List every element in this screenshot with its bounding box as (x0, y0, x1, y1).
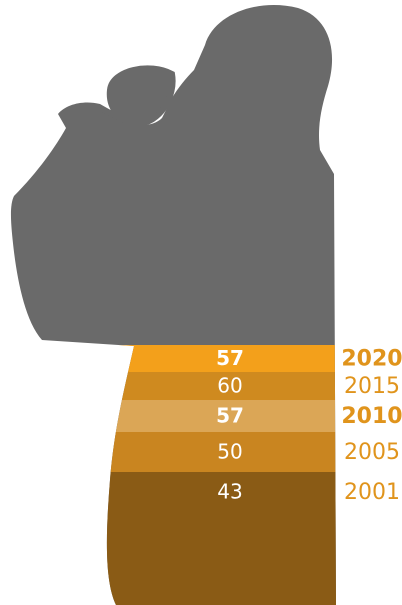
wine-glass (97, 65, 176, 128)
value-label: 50 (217, 440, 242, 464)
band (90, 432, 336, 472)
band (90, 400, 336, 432)
band (90, 372, 336, 400)
year-label: 2020 (341, 347, 402, 372)
labels: 57 2020 60 2015 57 2010 50 2005 43 2001 (216, 346, 402, 505)
year-label: 2015 (344, 374, 400, 399)
year-label: 2005 (344, 440, 400, 465)
value-label: 57 (216, 346, 244, 370)
value-label: 43 (217, 480, 242, 504)
band (90, 472, 336, 605)
bands (90, 345, 336, 605)
year-label: 2010 (341, 404, 402, 429)
value-label: 60 (217, 374, 242, 398)
year-label: 2001 (344, 480, 400, 505)
value-label: 57 (216, 404, 244, 428)
